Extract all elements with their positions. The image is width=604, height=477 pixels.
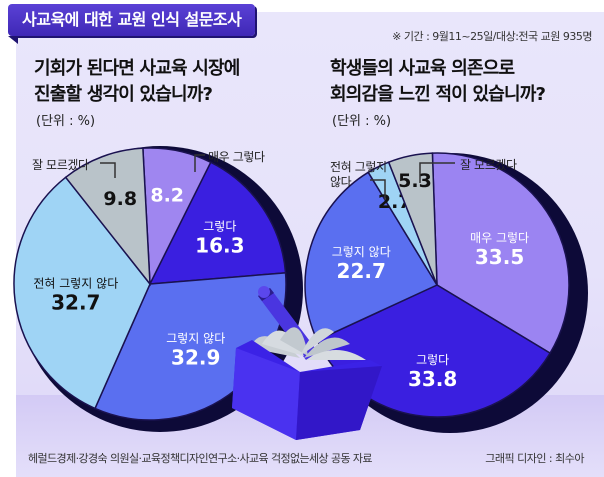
chart2-slice bbox=[304, 171, 439, 342]
book-pencil-illustration bbox=[232, 286, 382, 440]
source-note: 헤럴드경제·강경숙 의원실·교육정책디자인연구소·사교육 걱정없는세상 공동 자… bbox=[28, 452, 373, 465]
chart2-slice-label: 그렇지 않다 bbox=[332, 244, 391, 259]
chart2-unit: (단위 : %) bbox=[332, 114, 392, 129]
chart2-slice bbox=[387, 152, 438, 286]
chart2-slice bbox=[431, 152, 570, 355]
chart1-title-line1: 기회가 된다면 사교육 시장에 bbox=[34, 58, 240, 79]
chart1-slice bbox=[13, 176, 151, 410]
chart2-slice-value: 5.3 bbox=[398, 170, 432, 192]
survey-meta: ※ 기간 : 9월11~25일/대상:전국 교원 935명 bbox=[392, 30, 592, 43]
chart2-slice-value: 33.5 bbox=[475, 245, 524, 269]
chart1-leader-unsure bbox=[100, 162, 116, 178]
chart2-title: 학생들의 사교육 의존으로 회의감을 느낀 적이 있습니까? bbox=[330, 56, 546, 108]
chart1-title-line2: 진출할 생각이 있습니까? bbox=[34, 84, 213, 105]
graphic-credit: 그래픽 디자인 : 최수아 bbox=[485, 452, 584, 465]
chart2-title-line1: 학생들의 사교육 의존으로 bbox=[330, 58, 515, 79]
infographic-title: 사교육에 대한 교원 인식 설문조사 bbox=[8, 4, 256, 36]
chart1-slice-value: 16.3 bbox=[195, 234, 244, 258]
chart1-slice-value: 8.2 bbox=[150, 184, 184, 206]
chart1-slice bbox=[64, 147, 151, 287]
chart1-slice-value: 32.9 bbox=[171, 345, 220, 369]
chart1-slice-value: 9.8 bbox=[103, 188, 137, 210]
chart1-title: 기회가 된다면 사교육 시장에 진출할 생각이 있습니까? bbox=[34, 56, 240, 108]
chart2-slice-label: 매우 그렇다 bbox=[470, 230, 529, 245]
book-icon bbox=[232, 327, 382, 440]
chart2-outside-label-strongly-disagree: 전혀 그렇지 않다 bbox=[330, 160, 387, 189]
chart2-leader-unsure bbox=[419, 162, 455, 183]
title-tab-fold bbox=[8, 36, 18, 44]
chart2-slice-label: 그렇다 bbox=[416, 352, 449, 367]
chart2-outside-label-unsure: 잘 모르겠다 bbox=[460, 158, 517, 172]
chart1-slice-label: 그렇지 않다 bbox=[166, 330, 225, 345]
chart1-slice-label: 전혀 그렇지 않다 bbox=[33, 275, 118, 290]
chart2-slice-value: 33.8 bbox=[408, 367, 457, 391]
chart1-slice-value: 32.7 bbox=[51, 290, 100, 314]
chart1-slice-label: 그렇다 bbox=[203, 219, 236, 234]
chart1-leader-strongly-agree bbox=[194, 154, 205, 172]
chart2-leader-strongly-disagree bbox=[370, 179, 386, 200]
chart1-slice bbox=[148, 161, 287, 285]
chart1-outside-label-strongly-agree: 매우 그렇다 bbox=[208, 150, 265, 164]
chart2-slice-value: 22.7 bbox=[337, 259, 386, 283]
chart1-unit: (단위 : %) bbox=[36, 114, 96, 129]
chart2-title-line2: 회의감을 느낀 적이 있습니까? bbox=[330, 84, 546, 105]
chart1-outside-label-unsure: 잘 모르겠다 bbox=[32, 158, 89, 172]
